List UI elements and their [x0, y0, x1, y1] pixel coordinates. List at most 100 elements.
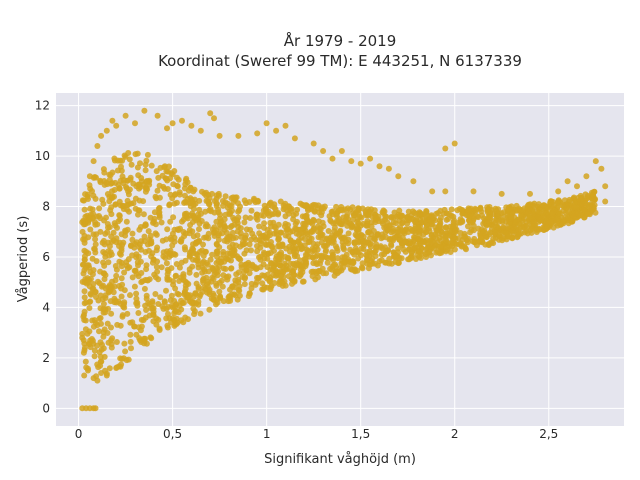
scatter-point: [235, 269, 242, 276]
scatter-point: [259, 232, 266, 239]
scatter-point: [282, 266, 289, 273]
scatter-point: [141, 238, 148, 245]
scatter-point: [111, 186, 118, 193]
scatter-point: [154, 187, 161, 194]
scatter-point: [358, 264, 365, 271]
scatter-point: [118, 275, 125, 282]
scatter-point: [228, 257, 234, 264]
scatter-point: [318, 254, 325, 261]
scatter-point: [85, 234, 92, 241]
scatter-point: [484, 209, 491, 215]
scatter-point: [302, 263, 309, 270]
scatter-point: [261, 224, 267, 231]
scatter-point: [248, 285, 255, 292]
y-tick-label: 4: [42, 300, 50, 314]
scatter-point: [409, 246, 416, 253]
scatter-point: [123, 218, 130, 225]
x-tick-label: 1: [263, 427, 271, 441]
scatter-point: [98, 358, 105, 365]
scatter-point: [120, 202, 127, 209]
scatter-point: [163, 287, 169, 294]
scatter-point: [213, 227, 220, 234]
scatter-point: [80, 349, 87, 356]
scatter-point: [100, 259, 107, 266]
scatter-point: [358, 245, 365, 252]
scatter-point: [82, 358, 89, 365]
scatter-point: [329, 211, 336, 218]
scatter-point: [377, 243, 384, 250]
scatter-point: [158, 219, 165, 226]
scatter-point: [106, 224, 113, 231]
scatter-point: [469, 238, 476, 245]
scatter-point: [341, 234, 348, 241]
scatter-point: [168, 302, 175, 309]
scatter-point: [81, 288, 88, 295]
scatter-point: [310, 140, 317, 147]
scatter-point: [123, 357, 130, 364]
scatter-point: [89, 286, 96, 293]
scatter-point: [108, 310, 115, 317]
scatter-point: [241, 197, 248, 204]
scatter-point: [133, 270, 140, 277]
scatter-point: [376, 163, 383, 170]
scatter-point: [426, 237, 433, 244]
scatter-point: [110, 229, 117, 236]
scatter-point: [277, 198, 284, 205]
scatter-point: [131, 283, 138, 290]
scatter-point: [127, 243, 134, 249]
scatter-point: [291, 135, 298, 142]
scatter-point: [108, 251, 115, 258]
scatter-point: [144, 277, 151, 284]
scatter-point: [136, 207, 143, 214]
scatter-point: [85, 279, 91, 286]
scatter-point: [211, 271, 218, 278]
scatter-point: [119, 355, 125, 362]
scatter-point: [136, 226, 143, 233]
scatter-point: [314, 241, 321, 248]
scatter-point: [122, 228, 129, 235]
scatter-point: [334, 255, 341, 262]
scatter-point: [365, 265, 372, 272]
scatter-point: [513, 206, 520, 213]
scatter-point: [112, 263, 119, 269]
scatter-point: [164, 322, 171, 329]
scatter-point: [592, 158, 599, 165]
scatter-point: [215, 232, 222, 239]
scatter-point: [236, 292, 243, 299]
scatter-point: [478, 236, 484, 242]
scatter-point: [81, 206, 88, 213]
scatter-point: [85, 196, 91, 202]
scatter-point: [426, 244, 433, 251]
scatter-point: [128, 345, 134, 352]
scatter-point: [353, 247, 360, 254]
scatter-point: [322, 236, 329, 243]
scatter-point: [348, 158, 355, 165]
scatter-point: [602, 198, 609, 205]
scatter-point: [175, 176, 182, 183]
scatter-point: [261, 255, 268, 262]
scatter-point: [386, 255, 393, 262]
scatter-point: [123, 183, 129, 190]
scatter-point: [445, 211, 452, 217]
scatter-point: [280, 273, 287, 280]
scatter-point: [556, 208, 562, 215]
scatter-point: [109, 117, 116, 124]
scatter-point: [114, 321, 121, 328]
scatter-point: [261, 220, 268, 227]
scatter-point: [104, 320, 111, 327]
scatter-point: [89, 255, 96, 262]
scatter-point: [263, 208, 269, 215]
scatter-point: [141, 107, 148, 114]
scatter-point: [97, 339, 104, 346]
scatter-point: [144, 186, 151, 193]
scatter-point: [207, 110, 214, 117]
scatter-point: [281, 278, 288, 285]
scatter-point: [105, 305, 112, 312]
scatter-point: [203, 221, 210, 228]
scatter-point: [282, 232, 289, 239]
scatter-point: [224, 238, 231, 245]
scatter-point: [96, 205, 103, 212]
scatter-point: [180, 229, 187, 235]
scatter-point: [329, 255, 336, 262]
scatter-point: [148, 335, 155, 342]
